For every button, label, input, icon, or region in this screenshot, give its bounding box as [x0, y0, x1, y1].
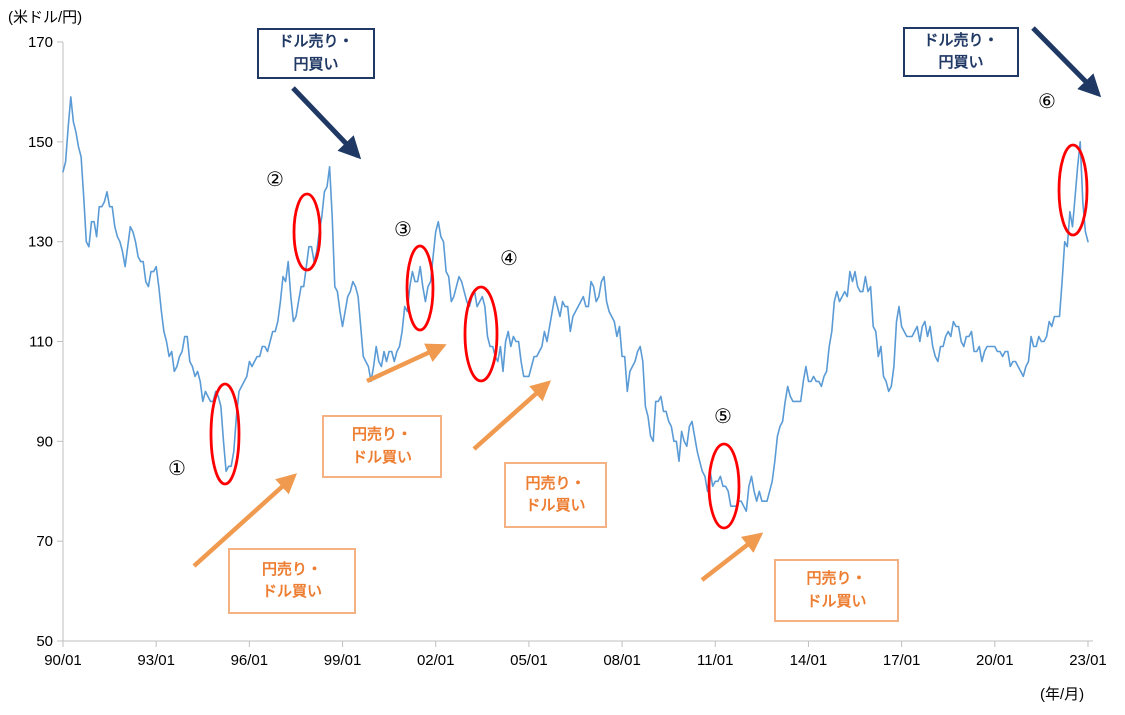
annotation-box-yen-sell-dollar-buy-2: 円売り・ ドル買い: [322, 415, 442, 478]
circled-number-6: ⑥: [1038, 91, 1056, 113]
circled-number-4: ④: [500, 248, 518, 270]
highlight-ellipse-2: [292, 192, 322, 272]
dollar-sell-arrow-2: [1031, 26, 1102, 98]
highlight-ellipse-4: [463, 285, 499, 383]
x-tick-label: 93/01: [137, 652, 175, 669]
x-tick-label: 08/01: [603, 652, 641, 669]
usdjpy-rate-line: [62, 96, 1089, 513]
annotation-box-yen-sell-dollar-buy-4: 円売り・ ドル買い: [774, 559, 899, 622]
x-tick-label: 02/01: [417, 652, 455, 669]
x-tick-label: 05/01: [510, 652, 548, 669]
y-axis-title: (米ドル/円): [8, 9, 83, 26]
yen-sell-arrow-3: [472, 380, 552, 451]
x-tick-label: 96/01: [231, 652, 269, 669]
y-tick-label: 110: [29, 334, 53, 351]
y-tick-label: 150: [28, 134, 53, 151]
x-tick-label: 20/01: [976, 652, 1014, 669]
y-tick-label: 70: [36, 533, 53, 550]
highlight-ellipse-5: [707, 442, 741, 530]
x-tick-label: 99/01: [324, 652, 362, 669]
annotation-box-dollar-sell-yen-buy-2: ドル売り・ 円買い: [903, 27, 1019, 77]
x-tick-label: 17/01: [883, 652, 921, 669]
x-tick-label: 11/01: [697, 652, 733, 669]
y-tick-label: 130: [28, 234, 53, 251]
annotation-box-yen-sell-dollar-buy-3: 円売り・ ドル買い: [504, 462, 607, 528]
circled-number-5: ⑤: [714, 406, 732, 428]
annotation-box-dollar-sell-yen-buy-1: ドル売り・ 円買い: [257, 28, 375, 79]
x-axis-unit: (年/月): [1040, 686, 1085, 703]
highlight-ellipse-1: [209, 382, 241, 486]
y-tick-label: 50: [36, 633, 53, 650]
highlight-ellipse-6: [1057, 143, 1089, 237]
yen-sell-arrow-4: [700, 532, 764, 582]
y-tick-label: 170: [28, 34, 53, 51]
x-tick-label: 14/01: [790, 652, 828, 669]
dollar-sell-arrow-1: [291, 86, 362, 160]
highlight-ellipse-3: [405, 244, 435, 332]
yen-sell-arrow-1: [192, 473, 298, 568]
circled-number-3: ③: [394, 219, 412, 241]
y-tick-label: 90: [36, 433, 53, 450]
annotation-box-yen-sell-dollar-buy-1: 円売り・ ドル買い: [228, 548, 356, 614]
x-tick-label: 90/01: [44, 652, 82, 669]
x-tick-label: 23/01: [1069, 652, 1107, 669]
circled-number-2: ②: [266, 169, 284, 191]
yen-sell-arrow-2: [366, 343, 447, 384]
circled-number-1: ①: [168, 458, 186, 480]
